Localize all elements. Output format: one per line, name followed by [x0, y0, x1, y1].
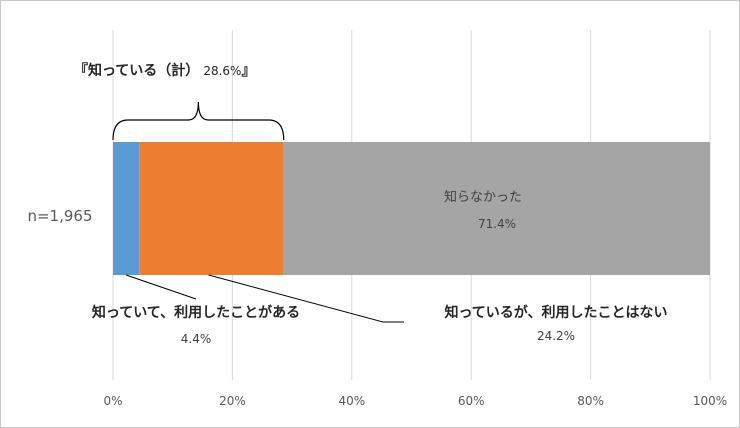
x-tick-label: 100% — [693, 394, 727, 408]
total-annotation: 『知っている（計） 28.6%』 — [74, 62, 255, 79]
total-annotation-value: 28.6% — [203, 64, 241, 78]
series-label-used: 知っていて、利用したことがある — [92, 304, 300, 321]
series-value-used: 4.4% — [181, 332, 212, 346]
bar-segment-1 — [139, 142, 284, 275]
series-value-known: 24.2% — [537, 329, 575, 343]
x-tick-label: 40% — [338, 394, 365, 408]
series-label-unknown: 知らなかった — [444, 189, 522, 205]
leader-line-known — [208, 274, 404, 323]
total-bracket — [112, 101, 285, 141]
category-label: n=1,965 — [27, 207, 92, 225]
x-tick-label: 80% — [577, 394, 604, 408]
bar-segment-0 — [113, 142, 140, 275]
total-annotation-suffix: 』 — [241, 63, 255, 79]
x-tick-label: 60% — [458, 394, 485, 408]
bar-segment-2 — [283, 142, 710, 275]
x-tick-label: 0% — [103, 394, 122, 408]
leader-line-used — [125, 274, 197, 300]
series-value-unknown: 71.4% — [478, 217, 516, 231]
x-tick-label: 20% — [219, 394, 246, 408]
series-label-known: 知っているが、利用したことはない — [444, 304, 667, 321]
total-annotation-label: 『知っている（計） — [74, 62, 199, 79]
